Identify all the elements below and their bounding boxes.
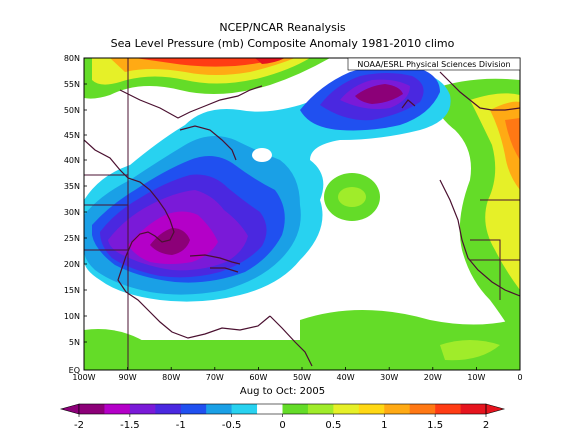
colorbar-segment [358, 404, 385, 414]
lat-label: 55N [64, 80, 80, 89]
colorbar-segment [129, 404, 156, 414]
colorbar-segment [155, 404, 182, 414]
coastlines [84, 71, 520, 367]
colorbar-arrow-left [59, 403, 80, 415]
lat-label: 10N [64, 312, 80, 321]
credit-box [347, 57, 521, 71]
lat-label: 20N [64, 260, 80, 269]
colorbar-segment [384, 404, 410, 414]
borders [84, 58, 520, 370]
lon-label: 10W [467, 373, 485, 382]
colorbar-segment [206, 404, 232, 414]
colorbar-segment [460, 404, 487, 414]
lon-label: 70W [206, 373, 224, 382]
colorbar-tick-label: 1.5 [427, 420, 443, 431]
lat-label: 25N [64, 234, 80, 243]
lat-label: 80N [64, 54, 80, 63]
lat-label: EQ [69, 366, 80, 375]
lon-label: 30W [380, 373, 398, 382]
lon-label: 80W [162, 373, 180, 382]
colorbar-segment [231, 404, 258, 414]
latitude-labels: 80N 55N 50N 45N 40N 35N 30N 25N 20N 15N 10N 5N EQ [64, 54, 87, 375]
colorbar-tick-label: -1.5 [120, 420, 140, 431]
colorbar-segment [79, 404, 105, 414]
lon-label: 100W [72, 373, 95, 382]
colorbar-segment [180, 404, 207, 414]
lon-label: 40W [337, 373, 355, 382]
lon-label: 20W [424, 373, 442, 382]
colorbar-tick-label: -0.5 [222, 420, 242, 431]
colorbar-segment [409, 404, 436, 414]
colorbar-segment [333, 404, 360, 414]
colorbar-segment [282, 404, 309, 414]
colorbar-tick-label: -2 [74, 420, 84, 431]
period-label: Aug to Oct: 2005 [239, 386, 326, 397]
colorbar-labels: -2 -1.5 -1 -0.5 0 0.5 1 1.5 2 [74, 414, 489, 431]
longitude-labels: 100W 90W 80W 70W 60W 50W 40W 30W 20W 10W 0 [72, 367, 523, 382]
lon-label: 50W [293, 373, 311, 382]
colorbar [59, 403, 506, 415]
lon-label: 0 [517, 373, 522, 382]
lat-label: 15N [64, 286, 80, 295]
lat-label: 30N [64, 208, 80, 217]
colorbar-tick-label: 1 [381, 420, 387, 431]
lat-label: 40N [64, 156, 80, 165]
lat-label: 35N [64, 182, 80, 191]
colorbar-segment [104, 404, 131, 414]
colorbar-segment [257, 404, 283, 414]
lon-label: 90W [119, 373, 137, 382]
chart-subtitle: Sea Level Pressure (mb) Composite Anomal… [110, 37, 455, 50]
anomaly-fields [84, 58, 520, 370]
lat-label: 50N [64, 106, 80, 115]
colorbar-tick-label: 2 [483, 420, 489, 431]
colorbar-arrow-right [485, 403, 506, 415]
credit-text: NOAA/ESRL Physical Sciences Division [357, 60, 510, 69]
colorbar-segment [435, 404, 461, 414]
lat-label: 5N [69, 338, 80, 347]
colorbar-tick-label: -1 [176, 420, 186, 431]
colorbar-segment [307, 404, 334, 414]
chart-title: NCEP/NCAR Reanalysis [219, 21, 346, 34]
lat-label: 45N [64, 131, 80, 140]
colorbar-tick-label: 0 [279, 420, 285, 431]
colorbar-tick-label: 0.5 [325, 420, 341, 431]
lon-label: 60W [249, 373, 267, 382]
